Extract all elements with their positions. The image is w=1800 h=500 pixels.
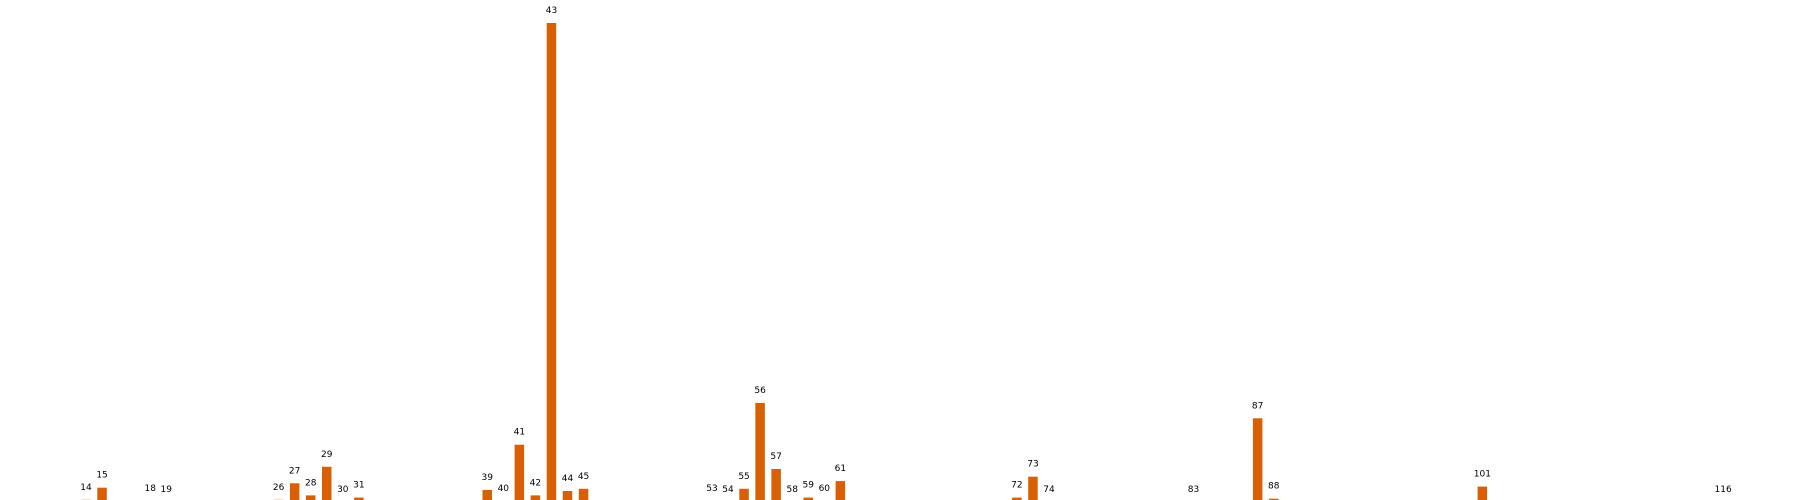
bar-label-31: 31 (353, 481, 364, 491)
bar-59 (803, 497, 813, 500)
bar-label-39: 39 (482, 473, 494, 483)
bar-label-28: 28 (305, 478, 317, 488)
bar-label-43: 43 (546, 6, 557, 16)
bar-61 (835, 481, 846, 500)
bar-41 (514, 444, 525, 500)
bar-27 (289, 483, 300, 500)
bar-label-60: 60 (819, 484, 831, 494)
bar-label-59: 59 (803, 481, 815, 491)
bar-45 (578, 488, 589, 500)
bar-label-15: 15 (96, 471, 107, 481)
bar-39 (482, 489, 492, 500)
bar-42 (530, 495, 541, 500)
bar-73 (1028, 476, 1038, 500)
bar-label-18: 18 (144, 484, 156, 494)
bar-55 (739, 488, 749, 500)
bar-label-56: 56 (754, 386, 766, 396)
bars-layer (81, 23, 1488, 500)
bar-label-116: 116 (1715, 485, 1732, 495)
bar-44 (562, 490, 573, 500)
bar-label-41: 41 (514, 428, 525, 438)
bar-43 (546, 23, 557, 500)
bar-label-14: 14 (80, 483, 92, 493)
bar-101 (1477, 486, 1488, 500)
bar-label-83: 83 (1188, 485, 1199, 495)
bar-label-87: 87 (1252, 401, 1263, 411)
bar-label-40: 40 (498, 484, 510, 494)
bar-label-55: 55 (738, 472, 749, 482)
bar-label-57: 57 (770, 452, 781, 462)
labels-layer: 14 15 18 19 26 27 28 29 30 31 39 40 41 42 43 44 45 53 54 55… (80, 6, 1732, 495)
bar-56 (755, 402, 765, 500)
bar-label-53: 53 (706, 484, 717, 494)
bar-28 (305, 495, 316, 500)
bar-label-88: 88 (1268, 482, 1280, 492)
bar-label-101: 101 (1474, 470, 1491, 480)
bar-label-44: 44 (562, 474, 574, 484)
bar-label-74: 74 (1043, 485, 1055, 495)
bar-31 (354, 497, 364, 500)
bar-72 (1012, 497, 1022, 500)
bar-label-54: 54 (722, 485, 734, 495)
bar-label-29: 29 (321, 450, 333, 460)
bar-label-30: 30 (337, 485, 349, 495)
bar-label-73: 73 (1027, 460, 1038, 470)
bar-label-26: 26 (273, 483, 285, 493)
bar-label-19: 19 (161, 485, 173, 495)
bar-label-58: 58 (786, 485, 798, 495)
bar-label-42: 42 (530, 478, 541, 488)
bar-label-72: 72 (1011, 481, 1022, 491)
bar-87 (1252, 418, 1263, 500)
bar-29 (322, 466, 332, 500)
bar-88 (1268, 498, 1279, 500)
bar-57 (771, 468, 781, 500)
bar-label-61: 61 (835, 464, 846, 474)
bar-15 (97, 487, 107, 500)
bar-label-27: 27 (289, 466, 300, 476)
bar-label-45: 45 (578, 472, 589, 482)
